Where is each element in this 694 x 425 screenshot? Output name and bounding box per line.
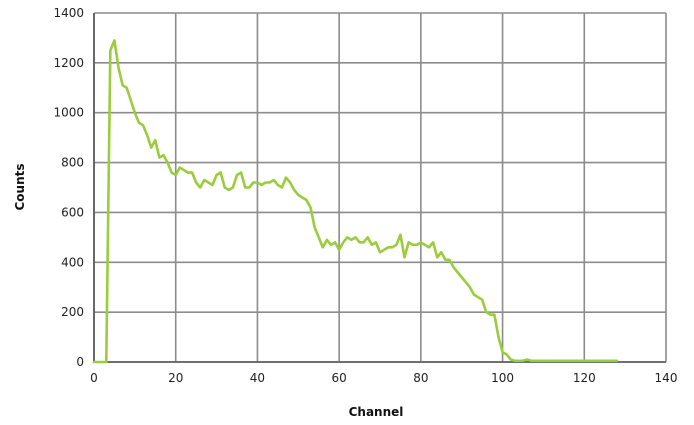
y-tick-label: 0 [76,355,84,369]
x-axis-title: Channel [349,405,404,419]
x-tick-label: 100 [491,371,514,385]
y-tick-label: 600 [61,205,84,219]
x-tick-labels: 0 20 40 60 80 100 120 140 [90,371,677,385]
y-tick-label: 800 [61,156,84,170]
y-tick-label: 1200 [53,56,84,70]
y-tick-label: 1000 [53,106,84,120]
x-tick-label: 20 [168,371,183,385]
y-tick-label: 1400 [53,6,84,20]
y-tick-labels: 0 200 400 600 800 1000 1200 1400 [53,6,84,369]
y-tick-label: 400 [61,255,84,269]
series-layer [92,39,619,364]
x-tick-label: 0 [90,371,98,385]
x-tick-label: 140 [655,371,678,385]
y-tick-label: 200 [61,305,84,319]
y-axis-title: Counts [13,163,27,210]
x-tick-label: 60 [332,371,347,385]
x-tick-label: 80 [413,371,428,385]
grid [93,12,667,363]
x-tick-label: 40 [250,371,265,385]
x-tick-label: 120 [573,371,596,385]
series-line [92,39,619,364]
